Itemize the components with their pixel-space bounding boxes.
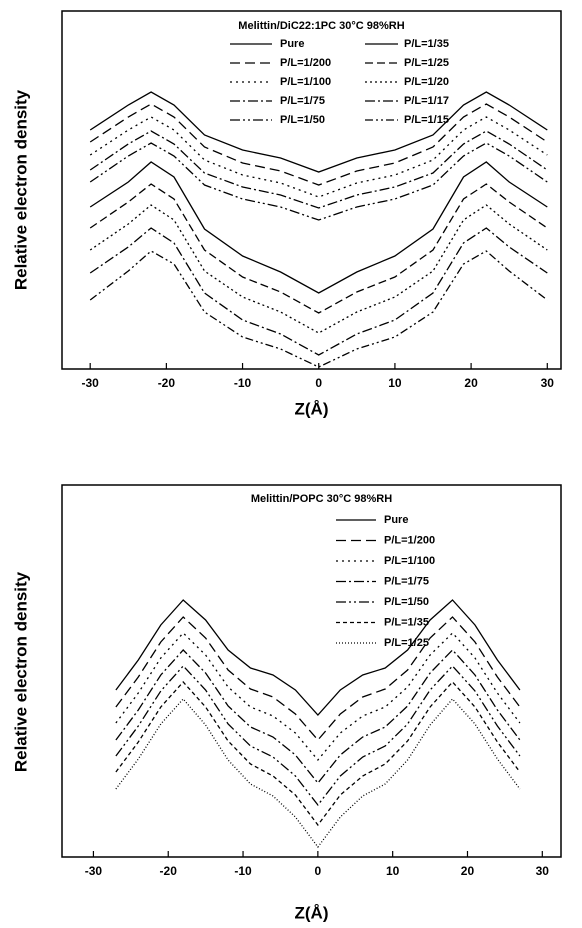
x-tick-label: 0 <box>315 864 322 878</box>
legend-label: Pure <box>384 514 408 526</box>
x-tick-label: 20 <box>464 376 478 390</box>
series-line <box>89 250 548 368</box>
x-tick-label: -20 <box>158 376 176 390</box>
x-tick-label: 30 <box>536 864 550 878</box>
plot-frame <box>61 10 562 370</box>
legend-label: P/L=1/75 <box>384 575 429 587</box>
x-tick-label: -10 <box>234 864 252 878</box>
x-axis-label: Z(Å) <box>295 399 329 418</box>
legend-label: P/L=1/35 <box>384 616 429 628</box>
series-line <box>89 91 548 173</box>
series-line <box>115 632 521 762</box>
legend-label: P/L=1/25 <box>404 57 449 69</box>
y-axis-label: Relative electron density <box>11 89 30 290</box>
legend-label: P/L=1/100 <box>384 555 435 567</box>
legend-label: P/L=1/200 <box>280 57 331 69</box>
series-line <box>89 103 548 186</box>
x-tick-label: -30 <box>85 864 103 878</box>
x-tick-label: -30 <box>82 376 100 390</box>
x-tick-label: -10 <box>234 376 252 390</box>
legend-label: P/L=1/100 <box>280 76 331 88</box>
series-line <box>115 681 521 827</box>
chart-title: Melittin/DiC22:1PC 30°C 98%RH <box>238 20 404 32</box>
x-tick-label: 0 <box>315 376 322 390</box>
series-line <box>115 698 521 849</box>
series-line <box>115 616 521 741</box>
legend-label: P/L=1/75 <box>280 95 325 107</box>
x-axis-label: Z(Å) <box>295 903 329 922</box>
series-line <box>115 599 521 716</box>
series-line <box>89 161 548 294</box>
series-line <box>89 227 548 356</box>
x-tick-label: 10 <box>388 376 402 390</box>
legend-label: P/L=1/20 <box>404 76 449 88</box>
legend-label: P/L=1/17 <box>404 95 449 107</box>
legend-label: P/L=1/50 <box>280 114 325 126</box>
legend-label: P/L=1/50 <box>384 596 429 608</box>
legend-label: P/L=1/15 <box>404 114 449 126</box>
legend-label: P/L=1/25 <box>384 637 429 649</box>
legend-label: P/L=1/200 <box>384 534 435 546</box>
chart-title: Melittin/POPC 30°C 98%RH <box>251 493 392 505</box>
x-tick-label: -20 <box>160 864 178 878</box>
series-line <box>89 142 548 221</box>
plot-frame <box>61 484 562 858</box>
series-line <box>89 130 548 209</box>
series-line <box>89 204 548 334</box>
series-line <box>115 649 521 785</box>
y-axis-label: Relative electron density <box>11 571 30 772</box>
x-tick-label: 20 <box>461 864 475 878</box>
series-line <box>115 665 521 807</box>
legend-label: P/L=1/35 <box>404 38 449 50</box>
legend-label: Pure <box>280 38 304 50</box>
x-tick-label: 10 <box>386 864 400 878</box>
series-line <box>89 183 548 314</box>
x-tick-label: 30 <box>541 376 555 390</box>
